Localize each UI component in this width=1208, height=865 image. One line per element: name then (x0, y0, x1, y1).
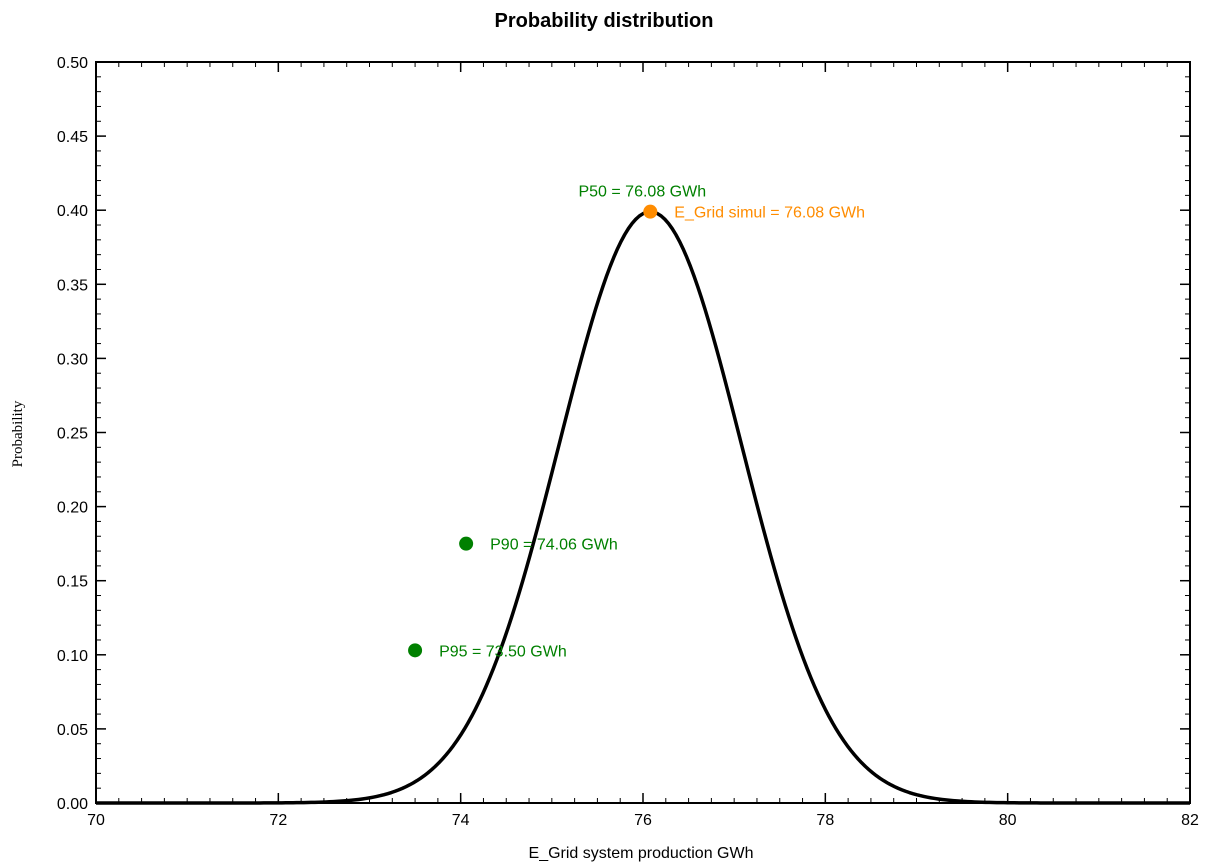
x-tick-label: 78 (816, 812, 834, 829)
y-tick-label: 0.30 (57, 351, 88, 368)
y-tick-label: 0.35 (57, 277, 88, 294)
x-tick-label: 72 (269, 812, 287, 829)
marker-point (459, 536, 474, 551)
chart-title: Probability distribution (495, 10, 714, 32)
marker-label: P95 = 73.50 GWh (439, 643, 567, 660)
y-tick-label: 0.25 (57, 426, 88, 443)
y-tick-label: 0.15 (57, 574, 88, 591)
marker-point (408, 643, 423, 658)
y-tick-label: 0.00 (57, 796, 88, 813)
plot-area: 70 72 74 76 78 80 82 0.00 0.05 0.10 0.15 0.20 0.25 0.… (57, 55, 1199, 829)
y-tick-label: 0.05 (57, 722, 88, 739)
x-tick-label: 76 (634, 812, 652, 829)
x-tick-label: 82 (1181, 812, 1199, 829)
y-tick-label: 0.20 (57, 500, 88, 517)
x-tick-label: 70 (87, 812, 105, 829)
y-tick-label: 0.45 (57, 129, 88, 146)
plot-frame (95, 61, 1191, 804)
distribution-curve (96, 210, 1190, 805)
x-tick-label: 74 (452, 812, 470, 829)
marker-point (643, 204, 658, 219)
marker-label: P90 = 74.06 GWh (490, 537, 618, 554)
y-axis-label: Probability (10, 400, 26, 467)
y-tick-label: 0.40 (57, 203, 88, 220)
x-tick-label: 80 (999, 812, 1017, 829)
marker-label: P50 = 76.08 GWh (578, 184, 706, 201)
y-tick-label: 0.10 (57, 648, 88, 665)
y-tick-label: 0.50 (57, 55, 88, 72)
marker-label: E_Grid simul = 76.08 GWh (674, 205, 865, 222)
x-axis-label: E_Grid system production GWh (529, 845, 754, 862)
